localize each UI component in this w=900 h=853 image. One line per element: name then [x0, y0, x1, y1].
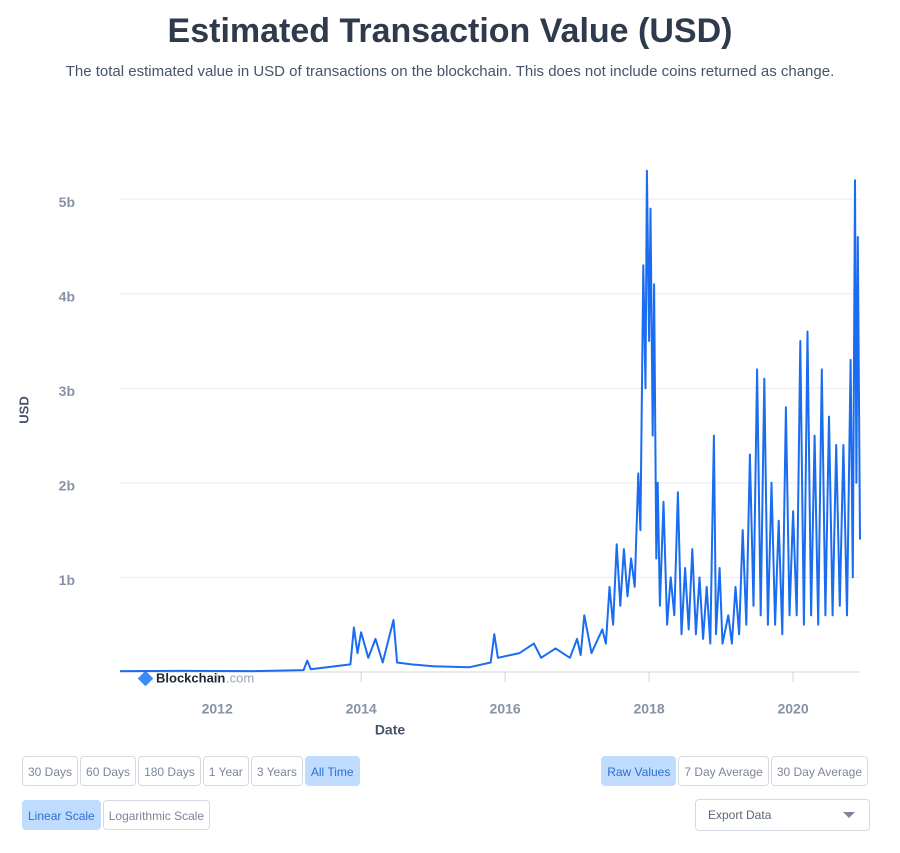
chart-title: Estimated Transaction Value (USD) [167, 12, 733, 50]
y-tick-label: 2b [59, 478, 75, 494]
y-tick-label: 3b [59, 383, 75, 399]
mode-buttons: Raw Values 7 Day Average 30 Day Average [601, 756, 868, 786]
y-tick-label: 1b [59, 572, 75, 588]
line-series [119, 169, 861, 673]
x-tick-label: 2012 [202, 701, 233, 717]
button[interactable]: 60 Days [80, 756, 137, 786]
button[interactable]: 30 Day Average [770, 756, 868, 786]
x-tick-label: 2018 [634, 701, 665, 717]
x-tick-label: 2020 [777, 701, 808, 717]
button[interactable]: 30 Days [22, 756, 79, 786]
y-tick-label: 4b [59, 288, 75, 304]
button[interactable]: 3 Years [250, 756, 303, 786]
time-range-buttons: 30 Days 60 Days 180 Days 1 Year 3 Years All T… [22, 756, 360, 786]
button[interactable]: Raw Values [601, 756, 677, 786]
chart-subtitle: The total estimated value in USD of tran… [65, 63, 835, 80]
watermark-suffix: .com [226, 670, 254, 685]
watermark-logo [137, 670, 154, 687]
x-axis-label: Date [375, 722, 406, 738]
button[interactable]: 7 Day Average [678, 756, 769, 786]
export-dropdown[interactable]: Export Data [695, 799, 870, 831]
button[interactable]: Linear Scale [22, 800, 101, 830]
button[interactable]: 180 Days [138, 756, 201, 786]
y-axis-label: USD [16, 396, 31, 423]
x-tick-label: 2014 [346, 701, 377, 717]
button[interactable]: 1 Year [202, 756, 249, 786]
y-tick-label: 5b [59, 194, 75, 210]
button[interactable]: All Time [304, 756, 360, 786]
x-tick-label: 2016 [490, 701, 521, 717]
watermark: Blockchain [156, 670, 225, 685]
chart: 1b 2b 3b 4b 5b 2012 2014 2016 2018 2020 Date USD Blo… [16, 169, 861, 738]
scale-buttons: Linear Scale Logarithmic Scale [22, 800, 211, 830]
button[interactable]: Logarithmic Scale [102, 800, 211, 830]
